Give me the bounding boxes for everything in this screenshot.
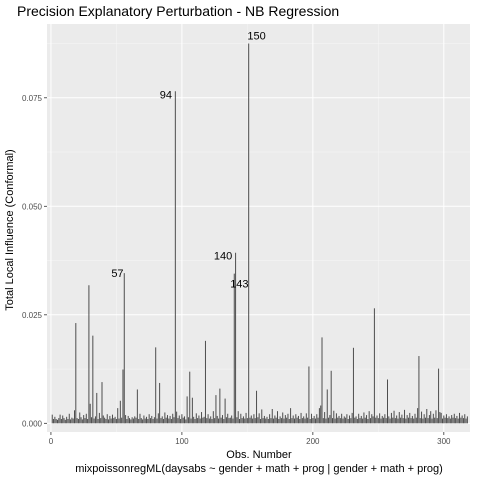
x-axis-subtitle: mixpoissonregML(daysabs ~ gender + math …: [75, 463, 443, 475]
y-tick-label: 0.000: [22, 419, 43, 428]
annotation-label: 57: [111, 268, 123, 280]
bars: [51, 43, 468, 424]
annotations: 57 94 140 143 150: [111, 31, 265, 291]
grid-minor: [47, 24, 470, 432]
annotation-label: 140: [214, 251, 232, 263]
x-tick-label: 0: [49, 437, 54, 446]
x-axis-title: Obs. Number: [226, 449, 292, 461]
x-tick-label: 100: [175, 437, 189, 446]
annotation-label: 143: [230, 279, 248, 291]
x-tick-label: 300: [437, 437, 451, 446]
y-tick-label: 0.025: [22, 311, 43, 320]
x-axis: 0 100 200 300: [49, 432, 451, 446]
y-axis: 0.000 0.025 0.050 0.075: [22, 94, 47, 428]
plot-panel: [47, 24, 470, 432]
annotation-label: 94: [160, 89, 172, 101]
annotation-label: 150: [247, 31, 265, 43]
x-tick-label: 200: [306, 437, 320, 446]
y-tick-label: 0.050: [22, 202, 43, 211]
y-tick-label: 0.075: [22, 94, 43, 103]
chart-title: Precision Explanatory Perturbation - NB …: [17, 3, 339, 19]
y-axis-title: Total Local Influence (Conformal): [4, 149, 16, 310]
